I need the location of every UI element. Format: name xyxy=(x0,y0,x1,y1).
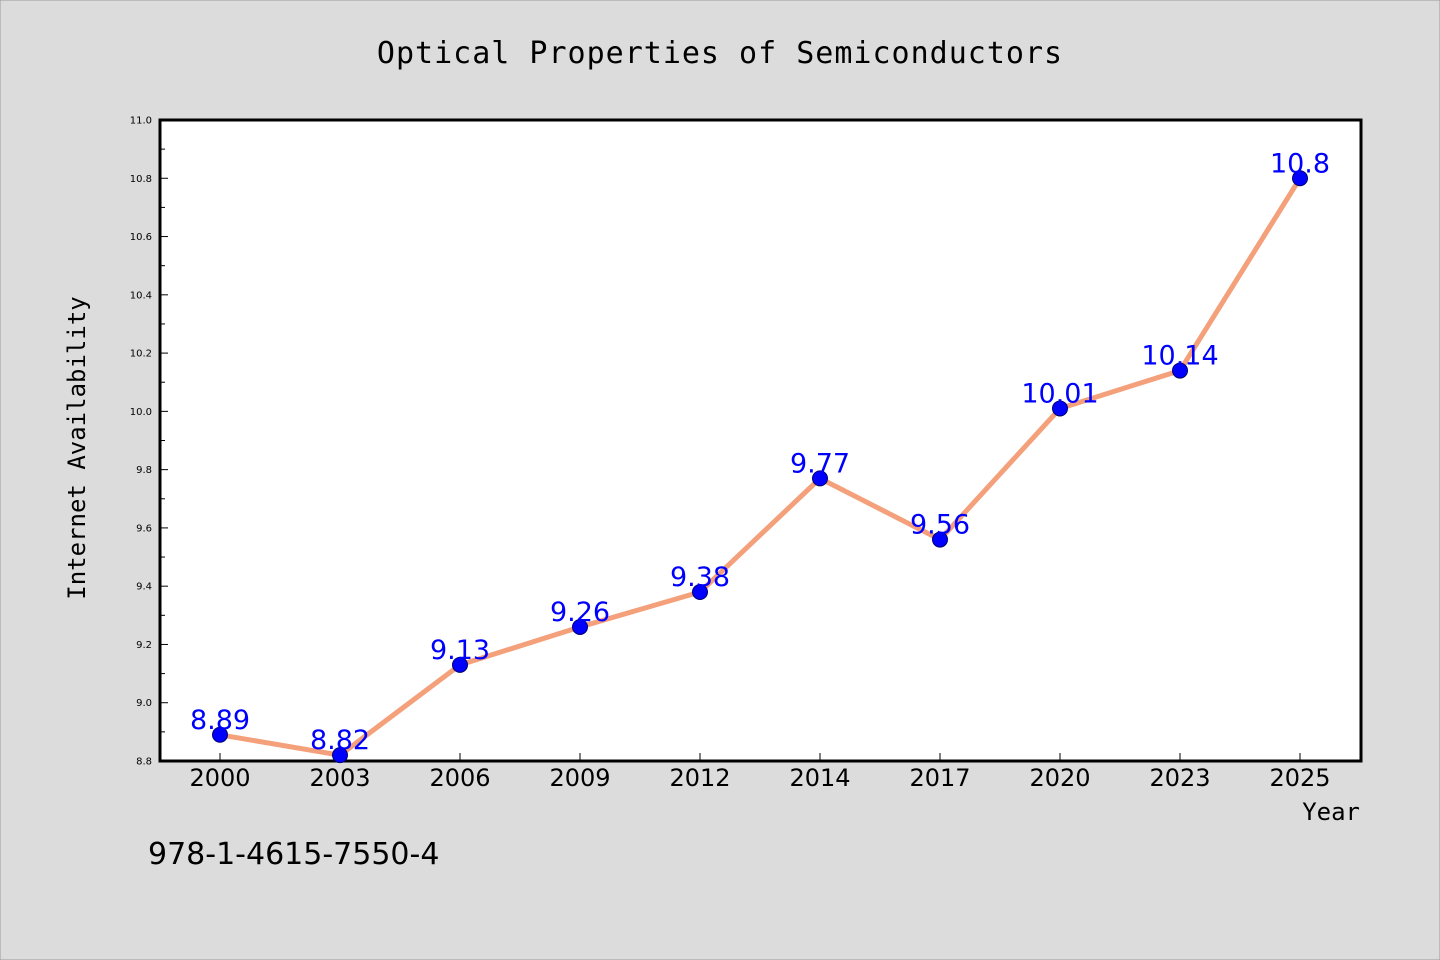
x-tick-label: 2012 xyxy=(669,764,730,792)
plot-area xyxy=(158,118,1363,763)
data-point xyxy=(1052,400,1068,417)
y-tick-label: 10.0 xyxy=(130,407,152,418)
series-path xyxy=(217,175,1303,758)
x-tick-label: 2000 xyxy=(189,764,250,792)
data-label: 9.77 xyxy=(790,448,850,479)
y-axis-label: Internet Availability xyxy=(63,296,91,599)
y-tick-label: 10.6 xyxy=(130,232,152,243)
data-point xyxy=(332,747,348,764)
isbn-annotation: 978-1-4615-7550-4 xyxy=(148,837,439,872)
data-labels: 8.89 8.82 9.13 9.26 9.38 9.77 9.56 10.01 10.14 10… xyxy=(190,148,1330,756)
data-label: 8.89 xyxy=(190,705,250,736)
data-point xyxy=(692,584,708,601)
data-label: 9.13 xyxy=(430,635,490,666)
data-label: 8.82 xyxy=(310,725,370,756)
x-axis-label: Year xyxy=(1302,798,1360,826)
data-label: 9.38 xyxy=(670,562,730,593)
y-tick-label: 9.2 xyxy=(136,640,152,651)
y-tick-label: 9.8 xyxy=(136,465,152,476)
x-axis: 2000 2003 2006 2009 2012 2014 2017 2020 2023 2025 xyxy=(189,753,1331,792)
x-tick-label: 2014 xyxy=(789,764,850,792)
data-label: 10.01 xyxy=(1021,378,1098,409)
y-tick-label: 10.4 xyxy=(130,290,152,301)
series-line xyxy=(217,175,1303,758)
data-label: 9.56 xyxy=(910,510,970,541)
data-point xyxy=(452,656,468,673)
data-label: 10.14 xyxy=(1141,341,1218,372)
y-tick-label: 10.2 xyxy=(130,349,152,360)
data-point xyxy=(932,531,948,548)
y-tick-label: 9.6 xyxy=(136,523,152,534)
x-tick-label: 2023 xyxy=(1149,764,1210,792)
y-tick-label: 10.8 xyxy=(130,174,152,185)
data-label: 10.8 xyxy=(1270,148,1330,179)
y-tick-label: 9.0 xyxy=(136,698,152,709)
x-tick-label: 2020 xyxy=(1029,764,1090,792)
data-point xyxy=(1292,170,1308,187)
x-tick-label: 2006 xyxy=(429,764,490,792)
series-markers xyxy=(212,170,1308,764)
data-label: 9.26 xyxy=(550,597,610,628)
y-axis: 8.8 9.0 9.2 9.4 9.6 9.8 10.0 10.2 10.4 10.6 10.8 11… xyxy=(130,116,168,768)
data-point xyxy=(572,618,588,635)
x-tick-label: 2025 xyxy=(1269,764,1330,792)
y-tick-label: 8.8 xyxy=(136,757,152,768)
x-tick-label: 2017 xyxy=(909,764,970,792)
data-point xyxy=(812,470,828,487)
x-tick-label: 2003 xyxy=(309,764,370,792)
y-tick-label: 11.0 xyxy=(130,116,152,127)
data-point xyxy=(212,726,228,743)
x-tick-label: 2009 xyxy=(549,764,610,792)
data-point xyxy=(1172,362,1188,379)
y-tick-label: 9.4 xyxy=(136,582,152,593)
chart-title: Optical Properties of Semiconductors xyxy=(377,36,1063,71)
